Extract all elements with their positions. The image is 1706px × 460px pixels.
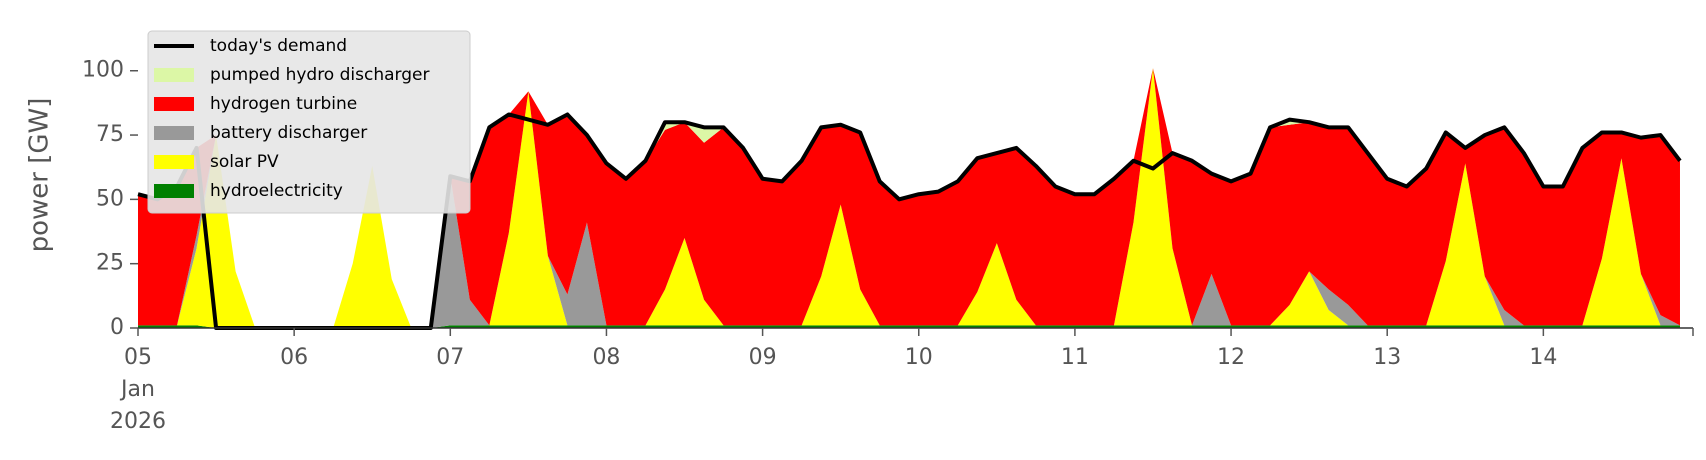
area	[138, 68, 1680, 329]
x-tick-label: 13	[1373, 345, 1401, 370]
x-tick-label-line: 07	[436, 345, 464, 370]
legend-label: today's demand	[210, 36, 347, 56]
x-tick-label: 14	[1529, 345, 1557, 370]
y-tick-label: 100	[82, 58, 124, 83]
x-tick-label-line: 06	[280, 345, 308, 370]
legend-label: hydrogen turbine	[210, 94, 357, 114]
legend-box	[147, 30, 471, 214]
x-tick-label-line: 05	[124, 345, 152, 370]
legend-swatch	[154, 184, 194, 198]
x-tick-label: 09	[749, 345, 777, 370]
x-tick-label: 06	[280, 345, 308, 370]
x-tick-label-line: 2026	[110, 409, 166, 434]
x-tick-label-line: 08	[592, 345, 620, 370]
x-tick-label: 05 Jan 2026	[110, 345, 166, 434]
x-tick-label: 07	[436, 345, 464, 370]
legend-swatch	[154, 97, 194, 111]
x-tick-label: 10	[905, 345, 933, 370]
y-tick-label: 0	[110, 315, 124, 340]
x-tick-label-line: 12	[1217, 345, 1245, 370]
legend-swatch	[154, 68, 194, 82]
legend-swatch	[154, 155, 194, 169]
y-tick-label: 25	[96, 251, 124, 276]
legend-swatch	[154, 126, 194, 140]
x-tick-label-line: 14	[1529, 345, 1557, 370]
x-tick-label-line: 13	[1373, 345, 1401, 370]
x-tick-label: 08	[592, 345, 620, 370]
legend-label: battery discharger	[210, 123, 367, 143]
x-tick-label-line: 11	[1061, 345, 1089, 370]
y-tick-label: 50	[96, 186, 124, 211]
x-tick-label-line: 09	[749, 345, 777, 370]
x-tick-label: 12	[1217, 345, 1245, 370]
legend-label: pumped hydro discharger	[210, 65, 429, 85]
y-axis-label: power [GW]	[25, 98, 55, 253]
x-tick-label: 11	[1061, 345, 1089, 370]
legend-label: hydroelectricity	[210, 181, 343, 201]
y-tick-label: 75	[96, 122, 124, 147]
legend-label: solar PV	[210, 152, 279, 172]
x-tick-label-line: 10	[905, 345, 933, 370]
x-tick-label-line: Jan	[119, 377, 155, 402]
